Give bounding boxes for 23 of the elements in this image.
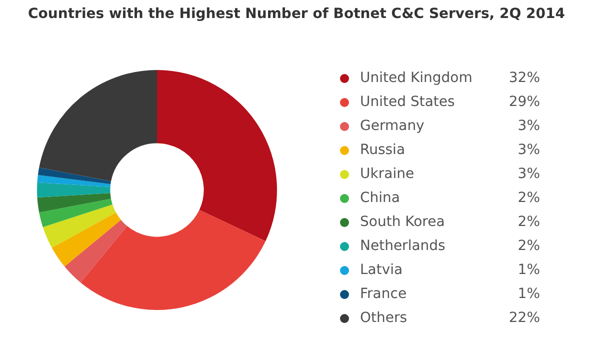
legend-label: France [360,285,407,304]
legend-label: Germany [360,117,424,136]
legend-label: China [360,189,400,208]
legend-label: South Korea [360,213,445,232]
legend-label: Netherlands [360,237,446,256]
legend-label: Others [360,309,408,328]
data-label: 1% [518,285,540,304]
data-label: 2% [518,189,540,208]
data-label: 29% [508,93,540,112]
legend-label: Latvia [360,261,403,280]
data-label: 3% [518,165,540,184]
data-label: 3% [518,141,540,160]
data-label: 3% [518,117,540,136]
legend-label: Ukraine [360,165,414,184]
legend-label: Russia [360,141,406,160]
legend-label: United Kingdom [360,69,472,88]
data-label: 22% [508,309,540,328]
data-label: 32% [508,69,540,88]
chart-title: Countries with the Highest Number of Botnet C&C Servers, 2Q 2014 [27,6,566,22]
legend-label: United States [360,93,455,112]
data-label: 1% [518,261,540,280]
data-label: 2% [518,237,540,256]
data-label: 2% [518,213,540,232]
